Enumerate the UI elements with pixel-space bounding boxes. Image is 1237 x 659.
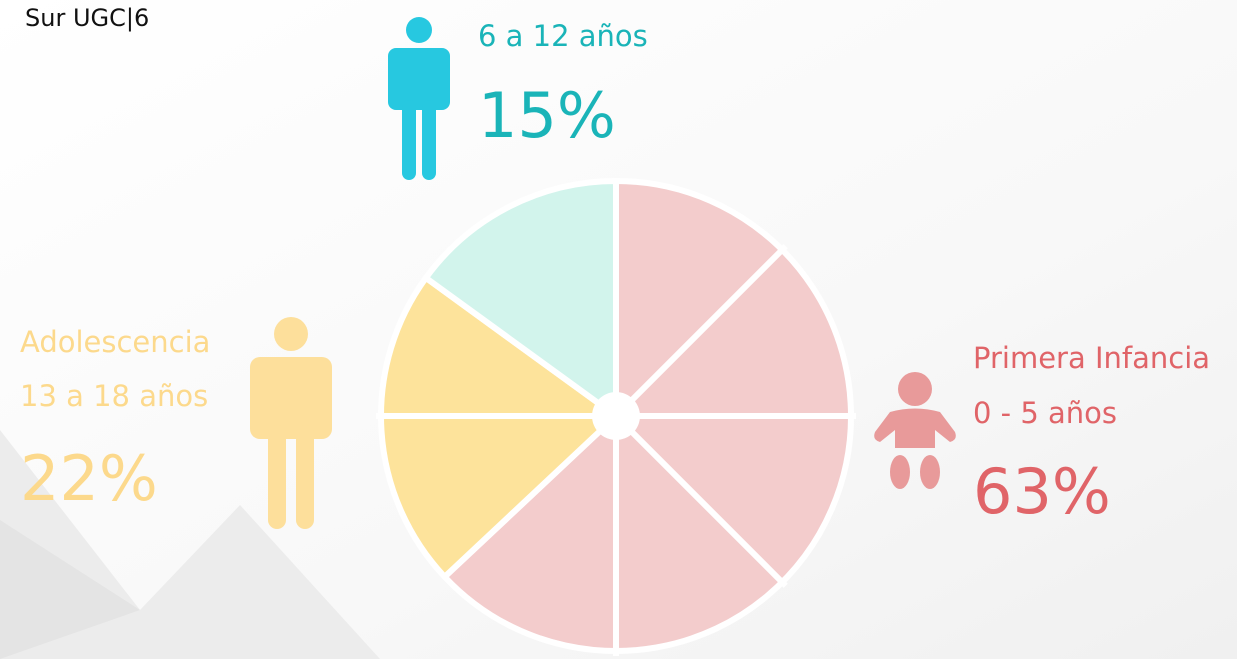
mountain [0,520,140,659]
baby-icon [874,372,956,489]
value-label: 15% [478,79,616,152]
category-label: 6 a 12 años [478,19,648,53]
pie-slice [378,274,619,580]
pie-slice [422,178,619,419]
value-label: 22% [20,442,158,515]
petal-divider [613,244,788,419]
category-label: Primera Infancia [973,341,1210,375]
teen-icon [250,317,332,529]
category-label: 13 a 18 años [20,379,208,413]
pie-hole [592,392,640,440]
child-icon [388,17,450,180]
value-label: 63% [973,455,1111,528]
petal-divider [613,413,788,588]
category-label: 0 - 5 años [973,396,1117,430]
chart-title: Sur UGC|6 [25,4,149,32]
category-label: Adolescencia [20,325,210,359]
